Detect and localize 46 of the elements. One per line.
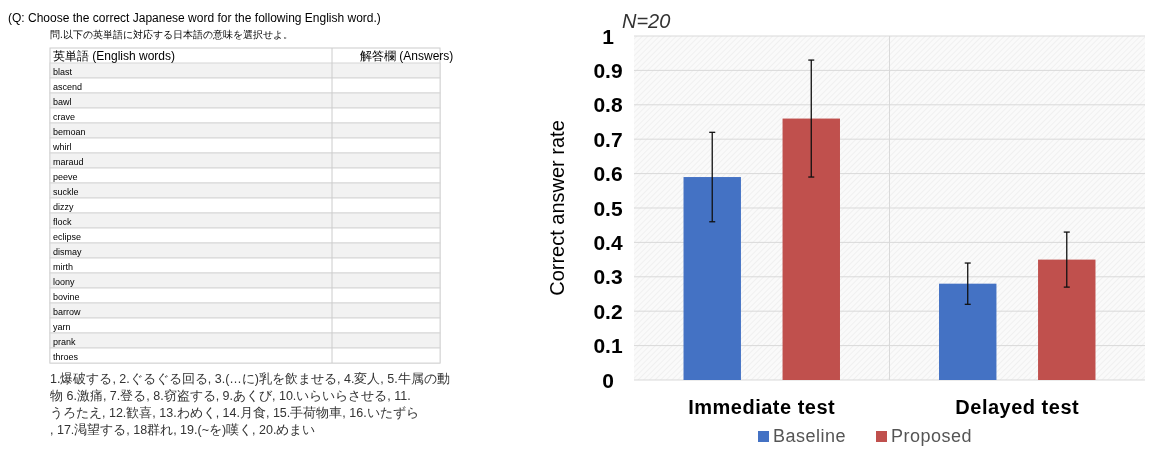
category-label: ascend	[53, 81, 83, 92]
category-label: prank	[53, 336, 77, 347]
legend-label: Proposed	[891, 426, 973, 446]
y-tick-label: 0.2	[593, 299, 623, 323]
category-label: dismay	[53, 246, 83, 257]
category-label: blast	[53, 66, 73, 77]
category-label: dizzy	[53, 201, 74, 212]
legend-label: Baseline	[773, 426, 847, 446]
y-tick-label: 0.4	[593, 230, 623, 254]
bar	[782, 118, 840, 380]
bar	[939, 283, 997, 380]
category-label: eclipse	[53, 231, 82, 242]
y-axis-title: Correct answer rate	[546, 120, 568, 296]
category-label: peeve	[53, 171, 78, 182]
x-tick-label: Delayed test	[955, 396, 1080, 418]
y-tick-label: 0.3	[593, 265, 623, 289]
x-tick-label: Immediate test	[688, 396, 836, 418]
category-label: maraud	[53, 156, 84, 167]
y-tick-label: 0.5	[593, 196, 623, 220]
bar	[683, 177, 741, 380]
category-label: flock	[53, 216, 73, 227]
category-label: throes	[53, 351, 79, 362]
category-label: whirl	[52, 141, 72, 152]
y-tick-label: 0.8	[593, 93, 623, 117]
y-tick-label: 0.1	[593, 334, 623, 358]
category-label: suckle	[53, 186, 79, 197]
y-tick-label: 1	[602, 24, 615, 48]
bar	[1038, 259, 1096, 380]
category-label: loony	[53, 276, 76, 287]
category-label: bovine	[53, 291, 80, 302]
y-tick-label: 0.7	[593, 127, 623, 151]
y-tick-label: 0.6	[593, 162, 623, 186]
category-label: yarn	[53, 321, 71, 332]
text: 英単語 (English words)	[53, 49, 176, 63]
category-label: barrow	[53, 306, 82, 317]
text: (Q: Choose the correct Japanese word for the following English word.)	[8, 11, 381, 25]
text: 1.爆破する, 2.ぐるぐる回る, 3.(…に)乳を飲ませる, 4.変人, 5.牛属の動物 6.激痛, 7.登る, 8.窃盗する, 9.あくび, 10.いらいらさせる, 11.うろたえ, 12.歓喜, 13.わめく, 14.月食, 15.手荷物車, 16.いたずら, 17.渇望する, 18群れ, 19.(~を)嘆く, 20.めまい	[50, 371, 450, 437]
text: 解答欄 (Answers)	[360, 49, 454, 63]
category-label: mirth	[53, 261, 73, 272]
y-tick-label: 0	[602, 368, 614, 392]
category-label: crave	[53, 111, 76, 122]
y-tick-label: 0.9	[593, 58, 623, 82]
category-label: bawl	[53, 96, 72, 107]
category-label: bemoan	[53, 126, 86, 137]
chart-title: N=20	[622, 10, 671, 32]
text: 問.以下の英単語に対応する日本語の意味を選択せよ。	[50, 29, 293, 40]
